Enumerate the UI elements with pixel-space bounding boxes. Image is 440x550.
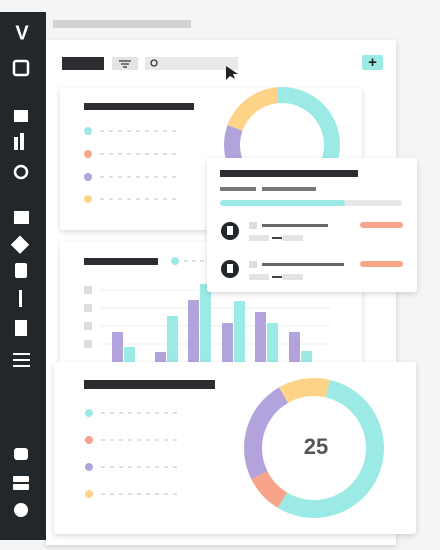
bar — [267, 323, 278, 362]
bar — [222, 323, 233, 362]
front-card — [54, 362, 416, 534]
donut-segment — [251, 471, 288, 508]
card-title-bar — [84, 380, 215, 389]
legend-dot — [85, 409, 93, 417]
reports-icon[interactable] — [14, 137, 18, 150]
legend-dot — [84, 150, 92, 158]
card-title-bar — [84, 258, 158, 265]
add-button-label[interactable]: + — [368, 54, 377, 71]
bar — [301, 351, 312, 362]
dashboard-icon[interactable] — [12, 59, 30, 77]
legend-dot — [84, 127, 92, 135]
axis-label-placeholder — [84, 322, 92, 330]
card-title-bar — [84, 103, 194, 110]
popup-row — [221, 222, 403, 241]
tag-icon[interactable] — [10, 235, 30, 254]
bar — [112, 332, 123, 362]
settings-sliders-icon-2 — [13, 359, 30, 361]
donut-center-label: 25 — [304, 434, 328, 459]
row-meta — [249, 235, 269, 241]
nav-icon[interactable] — [14, 110, 28, 122]
axis-label-placeholder — [84, 286, 92, 294]
legend-dot — [84, 173, 92, 181]
bar — [124, 347, 135, 362]
sync-icon[interactable] — [13, 164, 29, 180]
row-icon-doc — [227, 226, 233, 235]
popup-card — [207, 158, 417, 292]
popup-sub-2 — [262, 187, 316, 191]
filter-icon — [119, 60, 131, 68]
bar — [234, 301, 245, 362]
settings-sliders-icon[interactable] — [13, 353, 30, 355]
branch-icon[interactable] — [19, 290, 22, 307]
row-meta-2 — [272, 237, 282, 239]
server-icon[interactable] — [13, 476, 29, 482]
bar — [188, 300, 199, 362]
row-status — [360, 222, 403, 228]
settings-sliders-icon-3 — [13, 365, 30, 367]
bar — [155, 352, 166, 362]
bar — [255, 312, 266, 362]
donut-segment — [277, 379, 384, 519]
add-button[interactable] — [362, 55, 383, 70]
legend-dot — [171, 257, 179, 265]
legend-dot — [85, 436, 93, 444]
card-bg — [54, 362, 416, 534]
bar — [167, 316, 178, 362]
row-meta — [249, 274, 269, 280]
settings-icon[interactable] — [14, 503, 28, 517]
axis-label-placeholder — [84, 304, 92, 312]
clipboard-icon[interactable] — [15, 263, 27, 278]
logo[interactable]: V — [15, 22, 29, 44]
cursor — [226, 66, 238, 80]
legend-dot — [85, 463, 93, 471]
popup-row — [221, 260, 403, 280]
legend-dot — [84, 195, 92, 203]
inventory-icon[interactable] — [14, 211, 29, 224]
donut-segment — [279, 378, 330, 403]
row-text — [262, 224, 328, 227]
row-meta-3 — [283, 235, 303, 241]
search-icon — [150, 59, 158, 67]
row-text — [262, 263, 344, 266]
row-meta-2 — [272, 276, 282, 278]
donut-segment — [244, 387, 288, 480]
server-icon-2 — [13, 484, 29, 490]
legend-dot — [85, 490, 93, 498]
breadcrumb — [53, 20, 191, 28]
receipt-icon[interactable] — [15, 320, 27, 336]
toolbar-button[interactable] — [62, 57, 104, 70]
bar — [200, 284, 211, 362]
axis-label-placeholder — [84, 340, 92, 348]
row-icon-doc — [227, 264, 233, 273]
bar — [289, 332, 300, 362]
row-box — [249, 222, 257, 229]
reports-icon-bar — [20, 133, 24, 150]
progress-fill — [220, 200, 345, 206]
plug-icon[interactable] — [14, 448, 28, 460]
search-box[interactable] — [145, 57, 238, 70]
row-status — [360, 261, 403, 267]
row-meta-3 — [283, 274, 303, 280]
donut-segment — [227, 87, 279, 131]
row-box — [249, 261, 257, 268]
sidebar: V — [0, 12, 46, 540]
popup-title-bar — [220, 170, 358, 177]
popup-sub — [220, 187, 256, 191]
